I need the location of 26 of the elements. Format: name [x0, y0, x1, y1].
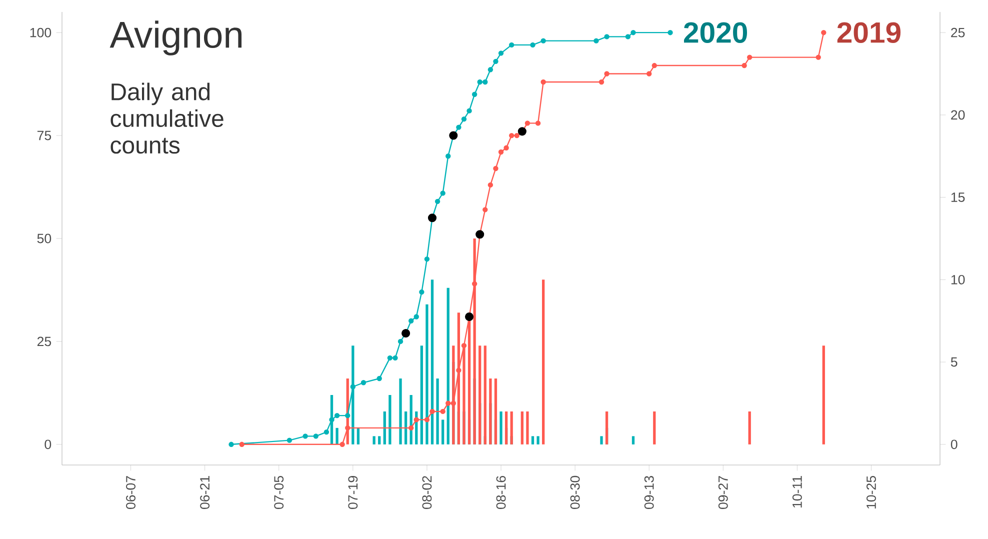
- chart-title: Avignon: [110, 20, 242, 56]
- x-tick-label: 06-21: [200, 476, 210, 509]
- y2-tick-label: 10: [951, 274, 965, 284]
- series-label: 2020: [684, 22, 748, 43]
- x-tick-label: 08-30: [570, 476, 580, 509]
- x-tick-label: 09-13: [644, 476, 654, 509]
- y2-tick-label: 15: [951, 192, 965, 202]
- series-label: 2019: [837, 22, 901, 43]
- text: Daily and cumulative counts: [110, 82, 224, 154]
- x-tick-label: 07-19: [348, 476, 358, 509]
- y-tick-label: 0: [44, 440, 52, 450]
- x-tick-label: 10-11: [792, 476, 802, 508]
- x-tick-label: 07-05: [274, 476, 284, 509]
- y2-tick-label: 25: [951, 28, 965, 38]
- x-tick-label: 08-16: [496, 476, 506, 509]
- y2-tick-label: 20: [951, 110, 965, 120]
- x-tick-label: 06-07: [126, 476, 136, 509]
- x-tick-label: 10-25: [866, 476, 876, 508]
- y-tick-label: 25: [37, 336, 52, 346]
- y-tick-label: 50: [37, 234, 52, 244]
- x-tick-label: 08-02: [422, 476, 432, 509]
- y2-tick-label: 0: [950, 440, 958, 450]
- y-tick-label: 100: [30, 28, 52, 38]
- y2-tick-label: 5: [950, 357, 958, 367]
- x-tick-label: 09-27: [718, 476, 728, 509]
- y-tick-label: 75: [37, 130, 52, 140]
